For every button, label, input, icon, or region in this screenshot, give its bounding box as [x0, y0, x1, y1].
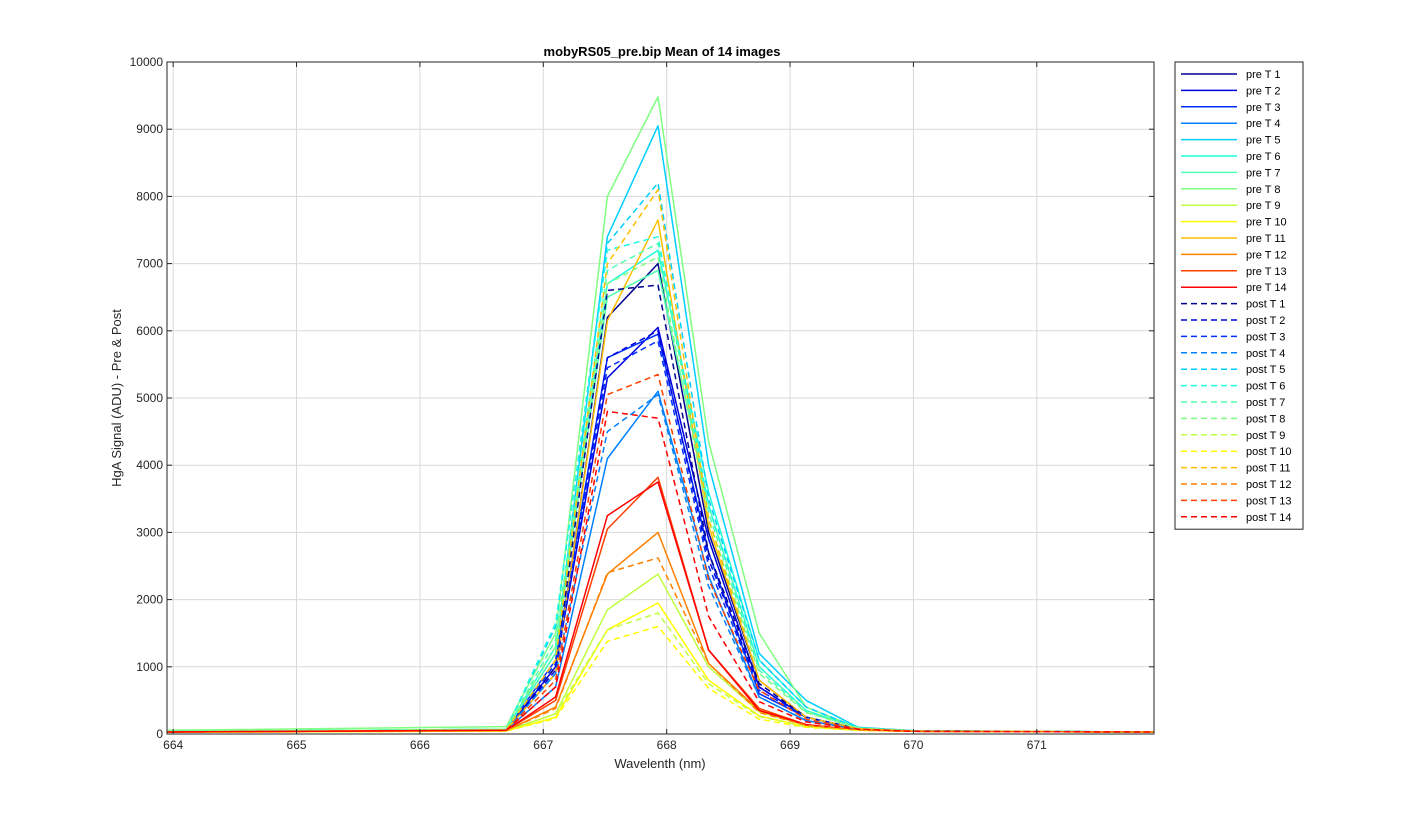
series-line [166, 333, 1155, 733]
series-line [166, 256, 1155, 733]
series-line [166, 393, 1155, 733]
legend-label: post T 9 [1246, 430, 1285, 442]
series-line [166, 410, 1155, 733]
legend-label: pre T 8 [1246, 184, 1280, 196]
y-tick-label: 4000 [136, 458, 163, 472]
y-tick-label: 9000 [136, 122, 163, 136]
series-line [166, 602, 1155, 734]
x-tick-label: 671 [1027, 738, 1047, 752]
x-tick-label: 664 [163, 738, 183, 752]
legend-label: pre T 4 [1246, 118, 1280, 130]
series-line [166, 125, 1155, 733]
y-tick-label: 1000 [136, 660, 163, 674]
legend-label: pre T 2 [1246, 85, 1280, 97]
legend-label: pre T 11 [1246, 233, 1286, 245]
series-line [166, 573, 1155, 733]
y-tick-label: 0 [156, 727, 163, 741]
legend-label: post T 11 [1246, 463, 1291, 475]
y-tick-label: 7000 [136, 257, 163, 271]
legend-label: post T 10 [1246, 446, 1291, 458]
legend-label: post T 8 [1246, 413, 1285, 425]
plot-area [166, 96, 1155, 734]
x-tick-label: 667 [533, 738, 553, 752]
series-line [166, 531, 1155, 733]
series-line [166, 557, 1155, 733]
series-line [166, 625, 1155, 734]
series-line [166, 182, 1155, 733]
legend-label: post T 3 [1246, 331, 1285, 343]
legend-label: post T 7 [1246, 397, 1285, 409]
axis-ticks: 664 665 666 667 668 669 670 671 0 1000 2000 3000 400… [130, 55, 1154, 752]
x-tick-label: 670 [903, 738, 923, 752]
legend-label: post T 5 [1246, 364, 1285, 376]
legend-label: pre T 13 [1246, 266, 1287, 278]
legend-label: post T 14 [1246, 512, 1291, 524]
legend-label: pre T 12 [1246, 249, 1287, 261]
legend-label: pre T 10 [1246, 217, 1287, 229]
legend-label: post T 6 [1246, 381, 1285, 393]
chart-title: mobyRS05_pre.bip Mean of 14 images [544, 44, 781, 59]
legend-label: pre T 9 [1246, 200, 1280, 212]
legend-box [1174, 61, 1304, 530]
y-tick-label: 10000 [130, 55, 164, 69]
series-line [166, 330, 1155, 733]
legend-label: post T 1 [1246, 299, 1285, 311]
y-tick-label: 2000 [136, 593, 163, 607]
series-line [166, 476, 1155, 733]
legend: pre T 1 pre T 2 pre T 3 pre T 4 pre T 5 pre T… [1174, 61, 1304, 530]
legend-label: pre T 6 [1246, 151, 1280, 163]
series-line [166, 96, 1155, 733]
legend-label: pre T 7 [1246, 167, 1280, 179]
series-line [166, 373, 1155, 733]
x-tick-label: 668 [657, 738, 677, 752]
series-line [166, 612, 1155, 734]
series-line [166, 262, 1155, 733]
series-line [166, 242, 1155, 733]
x-tick-label: 669 [780, 738, 800, 752]
legend-label: pre T 1 [1246, 69, 1280, 81]
y-tick-label: 8000 [136, 189, 163, 203]
x-tick-label: 666 [410, 738, 430, 752]
x-tick-label: 665 [287, 738, 307, 752]
x-axis-label: Wavelenth (nm) [614, 756, 705, 771]
y-tick-label: 6000 [136, 324, 163, 338]
legend-label: pre T 3 [1246, 102, 1280, 114]
y-tick-label: 3000 [136, 525, 163, 539]
legend-label: post T 13 [1246, 495, 1291, 507]
y-tick-label: 5000 [136, 391, 163, 405]
legend-label: post T 12 [1246, 479, 1291, 491]
series-line [166, 326, 1155, 733]
legend-label: pre T 5 [1246, 135, 1280, 147]
legend-label: pre T 14 [1246, 282, 1287, 294]
legend-label: post T 4 [1246, 348, 1285, 360]
legend-label: post T 2 [1246, 315, 1285, 327]
y-axis-label: HgA Signal (ADU) - Pre & Post [109, 309, 124, 487]
